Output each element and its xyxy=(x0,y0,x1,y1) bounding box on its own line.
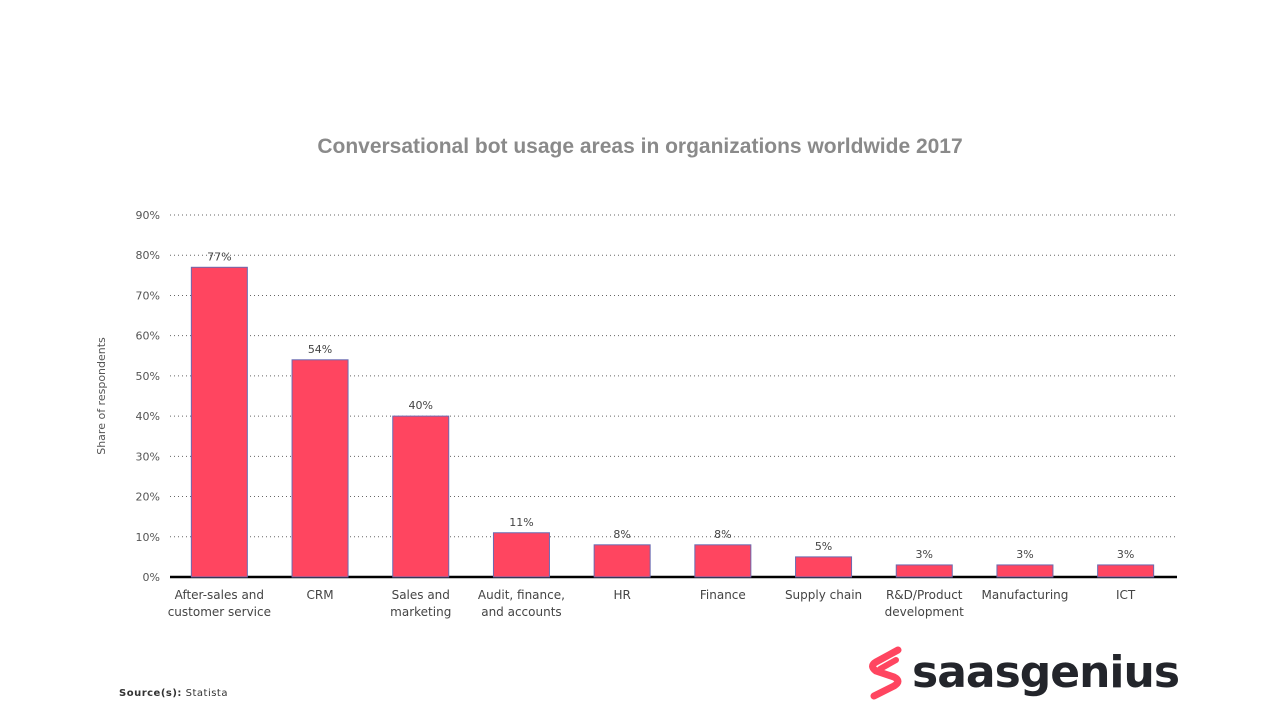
y-tick-label: 90% xyxy=(136,209,160,222)
y-tick-label: 0% xyxy=(143,571,160,584)
x-tick-label: Finance xyxy=(700,588,746,602)
x-tick-label: development xyxy=(885,605,964,619)
y-tick-label: 50% xyxy=(136,370,160,383)
bar[interactable] xyxy=(190,266,248,578)
source-value: Statista xyxy=(185,688,228,699)
y-axis-label: Share of respondents xyxy=(95,337,108,455)
data-label: 5% xyxy=(815,540,832,553)
bar[interactable] xyxy=(795,556,853,578)
data-label: 3% xyxy=(1016,548,1033,561)
x-tick-label: and accounts xyxy=(481,605,561,619)
x-tick-label: marketing xyxy=(390,605,451,619)
logo-mark-icon xyxy=(869,646,902,700)
x-tick-label: CRM xyxy=(307,588,334,602)
bar[interactable] xyxy=(694,544,752,578)
bar[interactable] xyxy=(1097,564,1155,578)
data-label: 54% xyxy=(308,343,332,356)
source-note: Source(s): Statista xyxy=(119,688,228,699)
y-tick-label: 80% xyxy=(136,249,160,262)
bar[interactable] xyxy=(996,564,1054,578)
logo-text: saasgenius xyxy=(912,647,1180,698)
bar[interactable] xyxy=(291,359,349,578)
x-tick-label: Sales and xyxy=(392,588,450,602)
data-label: 8% xyxy=(613,528,630,541)
x-tick-label: R&D/Product xyxy=(886,588,963,602)
data-label: 11% xyxy=(509,516,533,529)
x-tick-label: customer service xyxy=(168,605,271,619)
x-tick-label: ICT xyxy=(1116,588,1136,602)
y-tick-label: 30% xyxy=(136,450,160,463)
data-label: 3% xyxy=(916,548,933,561)
y-tick-label: 10% xyxy=(136,531,160,544)
x-tick-label: Manufacturing xyxy=(981,588,1068,602)
chart-title: Conversational bot usage areas in organi… xyxy=(317,135,963,158)
y-tick-label: 40% xyxy=(136,410,160,423)
bar[interactable] xyxy=(593,544,651,578)
bar[interactable] xyxy=(492,532,550,578)
y-tick-label: 20% xyxy=(136,491,160,504)
x-tick-label: After-sales and xyxy=(175,588,264,602)
x-tick-label: Audit, finance, xyxy=(478,588,565,602)
y-tick-label: 70% xyxy=(136,289,160,302)
source-label: Source(s): xyxy=(119,688,182,699)
data-label: 77% xyxy=(207,250,231,263)
bar[interactable] xyxy=(392,415,450,578)
y-tick-label: 60% xyxy=(136,330,160,343)
x-tick-label: Supply chain xyxy=(785,588,862,602)
data-label: 40% xyxy=(409,399,433,412)
bar[interactable] xyxy=(895,564,953,578)
data-label: 8% xyxy=(714,528,731,541)
x-tick-label: HR xyxy=(613,588,630,602)
saasgenius-logo[interactable]: saasgenius xyxy=(866,644,1180,702)
data-label: 3% xyxy=(1117,548,1134,561)
